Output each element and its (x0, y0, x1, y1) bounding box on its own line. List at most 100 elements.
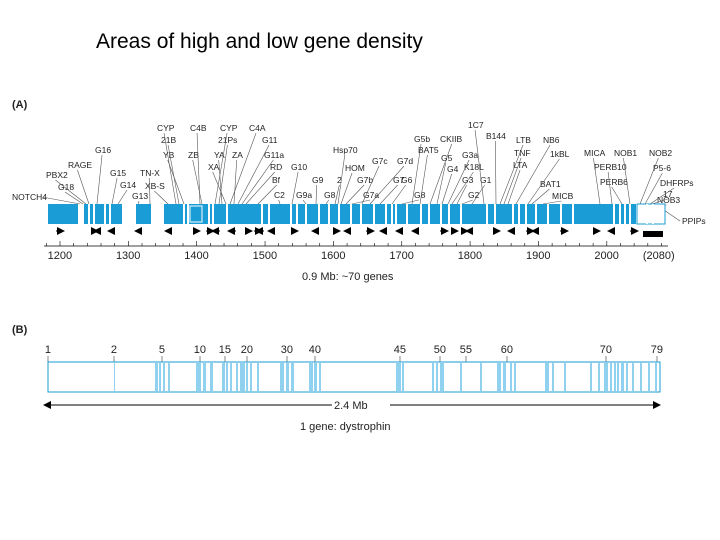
gene-leader-line (531, 188, 550, 205)
gene-block (164, 204, 590, 224)
gene-leader-line (42, 196, 81, 205)
gene-boundary (93, 204, 95, 224)
gene-leader-line (379, 184, 398, 205)
gene-leader-line (361, 165, 380, 205)
gene-outline (47, 361, 661, 393)
gene-boundary (318, 204, 320, 224)
gene-label: G14 (120, 180, 136, 190)
gene-leader-line (214, 132, 228, 205)
axis-tick-label: 1800 (458, 250, 482, 262)
gene-leader-line (77, 169, 90, 205)
gene-label: BAT1 (540, 179, 561, 189)
gene-label: G8 (414, 190, 426, 200)
gene-boundary (525, 204, 527, 224)
gene-label: MICA (584, 148, 606, 158)
gene-leader-line (302, 199, 307, 205)
gene-label: PBX2 (46, 170, 68, 180)
gene-leader-line (527, 158, 560, 205)
exon-mark (396, 363, 401, 391)
gene-label: NOB3 (657, 195, 680, 205)
axis-tick-label: 1400 (184, 250, 208, 262)
gene-leader-line (163, 132, 177, 205)
axis-tick-label: 1900 (526, 250, 550, 262)
axis-tick-label: (2080) (643, 250, 675, 262)
axis-tick-label: 1700 (389, 250, 413, 262)
gene-label: G9a (296, 190, 312, 200)
gene-boundary (109, 204, 111, 224)
gene-label: Bf (272, 175, 281, 185)
exon-mark (545, 363, 549, 391)
exon-mark (236, 363, 238, 391)
gene-label: 2 (337, 175, 342, 185)
gene-leader-line (593, 157, 601, 205)
gene-leader-line (369, 165, 405, 205)
gene-label: DHFRPs (660, 178, 694, 188)
gene-boundary (104, 204, 106, 224)
exon-mark (640, 363, 642, 391)
exon-mark (432, 363, 434, 391)
gene-label: G10 (291, 162, 307, 172)
gene-boundary (420, 204, 422, 224)
gene-leader-line (639, 157, 659, 205)
gene-label: BAT5 (418, 145, 439, 155)
gene-label: P5-6 (653, 163, 671, 173)
gene-boundary (572, 204, 574, 224)
gene-label: G15 (110, 168, 126, 178)
exon-mark (203, 363, 206, 391)
exon-mark (226, 363, 228, 391)
gene-block-outline (636, 203, 666, 225)
gene-label: G4 (447, 164, 459, 174)
gene-boundary (547, 204, 549, 224)
gene-label: G8 (324, 190, 336, 200)
gene-boundary (624, 204, 626, 224)
panel-b-exon-ticks: 1 2 5 10 15 20 30 40 45 50 55 60 70 79 (45, 344, 663, 362)
gene-boundary (360, 204, 362, 224)
exon-mark (230, 363, 232, 391)
exon-mark (159, 363, 161, 391)
gene-leader-line (340, 172, 353, 205)
gene-leader-line (96, 154, 103, 205)
exon-number-label: 30 (281, 344, 293, 356)
exon-mark (114, 363, 115, 391)
gene-leader-line (111, 177, 118, 205)
gene-label: LTB (516, 135, 531, 145)
gene-leader-line (503, 157, 522, 205)
gene-boundary (494, 204, 496, 224)
gene-label: G16 (95, 145, 111, 155)
gene-label: C2 (274, 190, 285, 200)
gene-label: G18 (58, 182, 74, 192)
exon-mark (460, 363, 462, 391)
gene-leader-line (461, 199, 473, 205)
gene-leader-line (649, 187, 675, 205)
gene-leader-line (391, 184, 406, 205)
gene-leader-line (117, 189, 128, 205)
gene-label: G7d (397, 156, 413, 166)
exon-mark (497, 363, 501, 391)
gene-label: TN-X (140, 168, 160, 178)
gene-leader-line (278, 199, 281, 205)
gene-boundary (486, 204, 488, 224)
gene-leader-line (351, 199, 371, 205)
gene-leader-line (237, 144, 270, 205)
exon-number-label: 40 (309, 344, 321, 356)
gene-label: K18L (464, 162, 484, 172)
gene-boundary (395, 204, 397, 224)
panel-b-caption: 1 gene: dystrophin (300, 421, 391, 433)
exon-mark (480, 363, 482, 391)
exon-mark (163, 363, 165, 391)
gene-label: G11 (262, 135, 278, 145)
gene-leader-line (325, 199, 329, 205)
gene-leader-line (345, 184, 365, 205)
exon-number-label: 70 (600, 344, 612, 356)
gene-boundary (305, 204, 307, 224)
exon-mark (648, 363, 650, 391)
gene-leader-line (154, 190, 169, 205)
exon-mark (604, 363, 608, 391)
gene-leader-line (334, 184, 340, 205)
gene-label: G13 (132, 191, 148, 201)
gene-leader-line (436, 162, 446, 205)
gene-label: B144 (486, 131, 506, 141)
gene-boundary (338, 204, 340, 224)
gene-label: RD (270, 162, 282, 172)
exon-number-label: 60 (501, 344, 513, 356)
